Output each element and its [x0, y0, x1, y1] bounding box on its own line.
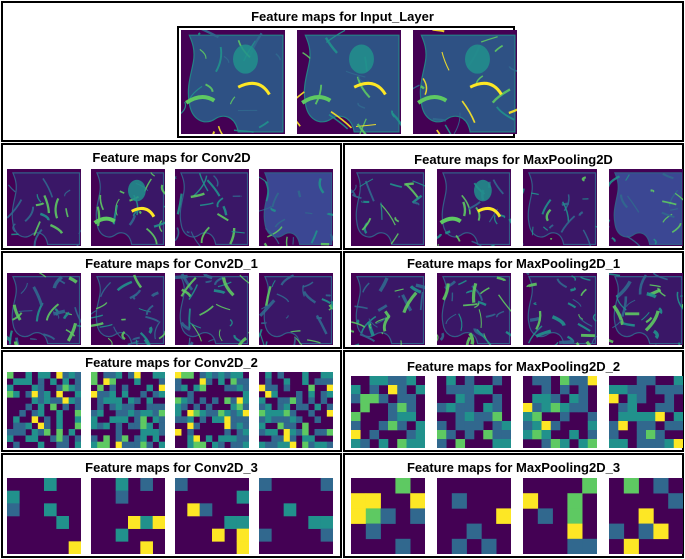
conv2d_2-feature-map-3: [175, 372, 249, 448]
input-layer-title: Feature maps for Input_Layer: [251, 9, 434, 24]
input-layer-feature-map-2: [297, 30, 401, 134]
maxpool_1-feature-map-2: [437, 273, 511, 345]
maxpool_2-feature-map-3: [523, 376, 597, 448]
maxpool-3-title: Feature maps for MaxPooling2D_3: [406, 460, 621, 475]
maxpool-1-panel: Feature maps for MaxPooling2D_1: [343, 251, 684, 349]
maxpool_3-feature-map-1: [351, 478, 425, 554]
conv2d-1-title: Feature maps for Conv2D_1: [85, 256, 258, 271]
conv2d-feature-map-3: [175, 169, 249, 246]
conv2d-feature-map-1: [7, 169, 81, 246]
conv2d-feature-map-4: [259, 169, 333, 246]
conv2d-feature-map-2: [91, 169, 165, 246]
conv2d-1-panel: Feature maps for Conv2D_1: [1, 251, 342, 349]
conv2d_1-feature-map-3: [175, 273, 249, 345]
maxpool-2-panel: Feature maps for MaxPooling2D_2: [343, 350, 684, 452]
maxpool-feature-map-1: [351, 169, 425, 246]
conv2d_3-feature-map-1: [7, 478, 81, 554]
conv2d-title: Feature maps for Conv2D: [92, 150, 251, 165]
conv2d-2-panel: Feature maps for Conv2D_2: [1, 350, 342, 452]
maxpool_1-feature-map-1: [351, 273, 425, 345]
maxpool-title: Feature maps for MaxPooling2D: [414, 152, 613, 167]
maxpool-1-title: Feature maps for MaxPooling2D_1: [406, 256, 621, 271]
maxpool_1-feature-map-4: [609, 273, 683, 345]
conv2d-2-title: Feature maps for Conv2D_2: [85, 355, 258, 370]
input-layer-feature-map-3: [413, 30, 517, 134]
conv2d_2-feature-map-4: [259, 372, 333, 448]
conv2d_1-feature-map-1: [7, 273, 81, 345]
conv2d_3-feature-map-3: [175, 478, 249, 554]
maxpool_2-feature-map-1: [351, 376, 425, 448]
conv2d_2-feature-map-2: [91, 372, 165, 448]
conv2d_1-feature-map-4: [259, 273, 333, 345]
maxpool_3-feature-map-4: [609, 478, 683, 554]
conv2d_3-feature-map-2: [91, 478, 165, 554]
input-layer-panel: Feature maps for Input_Layer: [1, 1, 684, 142]
conv2d_1-feature-map-2: [91, 273, 165, 345]
conv2d_2-feature-map-1: [7, 372, 81, 448]
maxpool-feature-map-3: [523, 169, 597, 246]
maxpool_3-feature-map-2: [437, 478, 511, 554]
maxpool-panel: Feature maps for MaxPooling2D: [343, 143, 684, 250]
maxpool-feature-map-4: [609, 169, 683, 246]
maxpool-feature-map-2: [437, 169, 511, 246]
maxpool_2-feature-map-2: [437, 376, 511, 448]
conv2d-3-title: Feature maps for Conv2D_3: [85, 460, 258, 475]
conv2d-3-panel: Feature maps for Conv2D_3: [1, 453, 342, 558]
input-layer-feature-map-1: [181, 30, 285, 134]
conv2d_3-feature-map-4: [259, 478, 333, 554]
maxpool_3-feature-map-3: [523, 478, 597, 554]
maxpool-2-title: Feature maps for MaxPooling2D_2: [406, 359, 621, 374]
maxpool_1-feature-map-3: [523, 273, 597, 345]
maxpool_2-feature-map-4: [609, 376, 683, 448]
maxpool-3-panel: Feature maps for MaxPooling2D_3: [343, 453, 684, 558]
conv2d-panel: Feature maps for Conv2D: [1, 143, 342, 250]
